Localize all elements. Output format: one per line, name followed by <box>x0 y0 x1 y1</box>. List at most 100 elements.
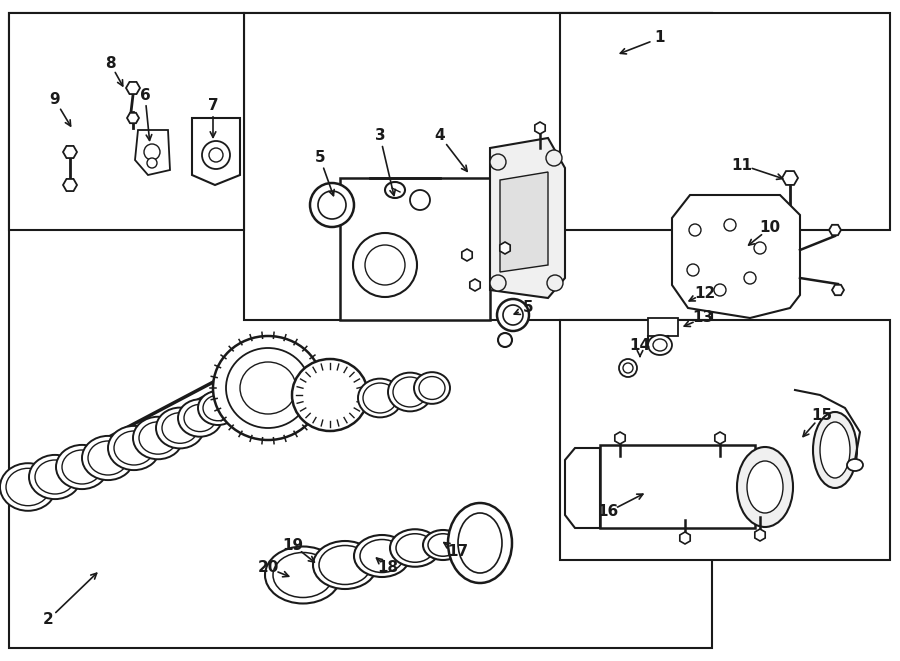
Ellipse shape <box>390 529 440 566</box>
Ellipse shape <box>490 275 506 291</box>
Text: 15: 15 <box>812 407 833 422</box>
Text: 12: 12 <box>695 286 716 301</box>
Polygon shape <box>672 195 800 318</box>
Ellipse shape <box>133 416 183 459</box>
Text: 20: 20 <box>257 561 279 576</box>
Ellipse shape <box>202 141 230 169</box>
Bar <box>560 13 890 230</box>
Ellipse shape <box>619 359 637 377</box>
Polygon shape <box>192 118 240 185</box>
Ellipse shape <box>847 459 863 471</box>
Ellipse shape <box>393 377 427 407</box>
Text: 1: 1 <box>655 30 665 46</box>
Ellipse shape <box>414 372 450 404</box>
Text: 7: 7 <box>208 98 219 114</box>
Ellipse shape <box>273 553 333 598</box>
Ellipse shape <box>737 447 793 527</box>
Ellipse shape <box>319 545 371 584</box>
Ellipse shape <box>162 412 198 444</box>
Ellipse shape <box>428 533 458 557</box>
Text: 3: 3 <box>374 128 385 143</box>
Ellipse shape <box>184 405 216 432</box>
Ellipse shape <box>209 148 223 162</box>
Ellipse shape <box>313 541 377 589</box>
Ellipse shape <box>813 412 857 488</box>
Ellipse shape <box>724 219 736 231</box>
Text: 19: 19 <box>283 537 303 553</box>
Text: 8: 8 <box>104 56 115 71</box>
Ellipse shape <box>318 191 346 219</box>
Ellipse shape <box>62 450 102 484</box>
Bar <box>244 13 712 320</box>
Ellipse shape <box>423 530 463 560</box>
Text: 4: 4 <box>435 128 446 143</box>
Bar <box>9 13 712 648</box>
Ellipse shape <box>358 379 402 417</box>
Polygon shape <box>135 130 170 175</box>
Ellipse shape <box>714 284 726 296</box>
Polygon shape <box>490 138 565 298</box>
Ellipse shape <box>503 305 523 325</box>
Ellipse shape <box>139 422 177 454</box>
Ellipse shape <box>820 422 850 478</box>
Text: 6: 6 <box>140 87 150 102</box>
Text: 5: 5 <box>523 301 534 315</box>
Text: 5: 5 <box>315 151 325 165</box>
Ellipse shape <box>156 408 204 448</box>
Ellipse shape <box>88 441 128 475</box>
Ellipse shape <box>360 539 404 572</box>
Ellipse shape <box>747 461 783 513</box>
Ellipse shape <box>458 513 502 573</box>
Bar <box>600 445 755 528</box>
Ellipse shape <box>754 242 766 254</box>
Ellipse shape <box>292 359 368 431</box>
Text: 17: 17 <box>447 545 469 559</box>
Ellipse shape <box>689 224 701 236</box>
Ellipse shape <box>144 144 160 160</box>
Ellipse shape <box>353 233 417 297</box>
Ellipse shape <box>546 150 562 166</box>
Ellipse shape <box>744 272 756 284</box>
Ellipse shape <box>108 426 160 470</box>
Ellipse shape <box>547 275 563 291</box>
Ellipse shape <box>687 264 699 276</box>
Ellipse shape <box>363 383 397 413</box>
Polygon shape <box>500 172 548 272</box>
Ellipse shape <box>240 362 296 414</box>
Polygon shape <box>565 448 600 528</box>
Text: 14: 14 <box>629 338 651 352</box>
Ellipse shape <box>497 299 529 331</box>
Bar <box>648 318 678 336</box>
Ellipse shape <box>265 547 341 603</box>
Ellipse shape <box>203 395 233 421</box>
Text: 11: 11 <box>732 157 752 173</box>
Bar <box>560 320 890 560</box>
Ellipse shape <box>648 335 672 355</box>
Ellipse shape <box>226 348 310 428</box>
Ellipse shape <box>365 245 405 285</box>
Ellipse shape <box>388 373 432 411</box>
Text: 13: 13 <box>692 311 714 325</box>
Text: 16: 16 <box>598 504 618 520</box>
Ellipse shape <box>0 463 56 511</box>
Ellipse shape <box>623 363 633 373</box>
Ellipse shape <box>310 183 354 227</box>
Bar <box>9 13 244 230</box>
Ellipse shape <box>490 154 506 170</box>
Ellipse shape <box>35 460 75 494</box>
Ellipse shape <box>29 455 81 499</box>
Polygon shape <box>490 235 525 275</box>
Ellipse shape <box>448 503 512 583</box>
Ellipse shape <box>385 182 405 198</box>
Text: 18: 18 <box>377 561 399 576</box>
Ellipse shape <box>213 336 323 440</box>
Ellipse shape <box>147 158 157 168</box>
Bar <box>340 178 490 320</box>
Text: 10: 10 <box>760 221 780 235</box>
Text: 9: 9 <box>50 93 60 108</box>
Ellipse shape <box>56 445 108 489</box>
Ellipse shape <box>396 533 434 563</box>
Ellipse shape <box>653 339 667 351</box>
Ellipse shape <box>6 468 50 506</box>
Ellipse shape <box>419 377 445 399</box>
